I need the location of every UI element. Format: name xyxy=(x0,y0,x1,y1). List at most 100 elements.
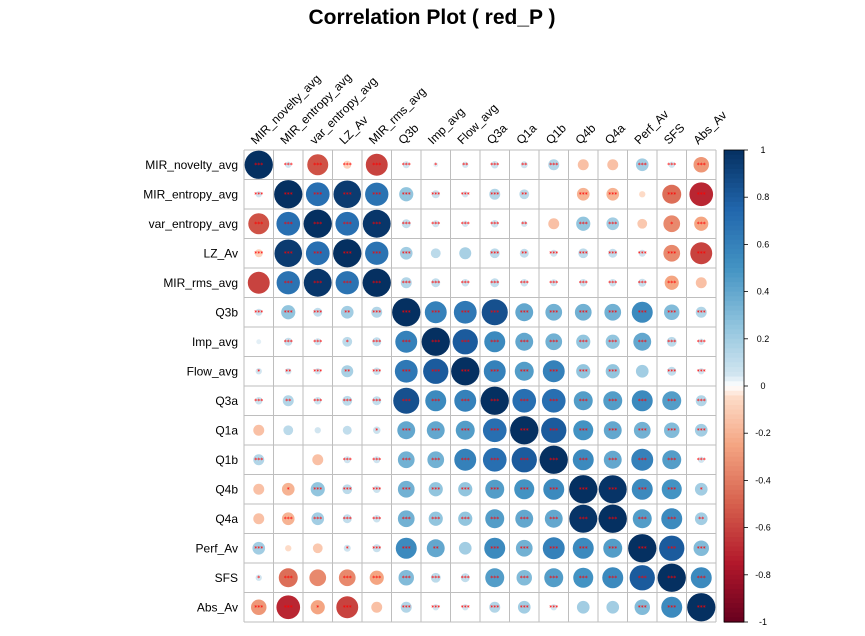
significance-label: *** xyxy=(520,398,529,405)
colorbar-band xyxy=(724,282,744,288)
correlation-circle xyxy=(598,504,627,533)
significance-label: *** xyxy=(313,250,322,257)
significance-label: *** xyxy=(638,457,647,464)
significance-label: *** xyxy=(461,191,470,198)
significance-label: *** xyxy=(638,162,647,169)
correlation-circle xyxy=(341,365,354,378)
correlation-circle xyxy=(550,249,558,257)
significance-label: *** xyxy=(667,427,676,434)
correlation-circle xyxy=(313,307,323,317)
significance-label: * xyxy=(316,604,319,611)
significance-label: *** xyxy=(549,486,558,493)
correlation-circle xyxy=(694,216,709,231)
correlation-circle xyxy=(491,220,499,228)
correlation-circle xyxy=(282,395,294,407)
colorbar-band xyxy=(724,508,744,515)
significance-label: *** xyxy=(638,250,647,257)
significance-label: *** xyxy=(313,486,322,493)
correlation-circle xyxy=(400,601,412,613)
significance-label: ** xyxy=(285,368,291,375)
significance-label: * xyxy=(434,162,437,169)
significance-label: * xyxy=(257,575,260,582)
correlation-circle xyxy=(664,304,680,320)
correlation-circle xyxy=(539,445,568,474)
row-label: Q3b xyxy=(215,305,238,319)
significance-label: *** xyxy=(402,516,411,523)
row-label: LZ_Av xyxy=(204,246,238,260)
correlation-circle xyxy=(373,485,381,493)
significance-label: *** xyxy=(608,280,617,287)
correlation-circle xyxy=(455,420,475,440)
colorbar-band xyxy=(724,301,744,307)
significance-label: *** xyxy=(461,398,470,405)
correlation-circle xyxy=(428,511,443,526)
correlation-circle xyxy=(573,391,593,411)
correlation-circle xyxy=(399,187,414,202)
significance-label: *** xyxy=(372,162,381,169)
significance-label: *** xyxy=(667,368,676,375)
significance-label: *** xyxy=(402,575,411,582)
significance-label: *** xyxy=(490,191,499,198)
colorbar-band xyxy=(724,395,744,401)
correlation-circle xyxy=(462,220,469,227)
significance-label: *** xyxy=(579,486,588,493)
correlation-circle xyxy=(371,306,383,318)
significance-label: *** xyxy=(372,545,381,552)
significance-label: ** xyxy=(521,221,527,228)
significance-label: *** xyxy=(254,191,263,198)
significance-label: ** xyxy=(521,162,527,169)
colorbar-band xyxy=(724,268,744,274)
row-label: Q1b xyxy=(215,453,238,467)
colorbar-band xyxy=(724,423,744,430)
significance-label: *** xyxy=(608,250,617,257)
correlation-circle xyxy=(661,596,683,618)
colorbar-band xyxy=(724,338,744,345)
correlation-circle xyxy=(516,570,532,586)
significance-label: *** xyxy=(697,575,706,582)
significance-label: *** xyxy=(638,309,647,316)
correlation-circle xyxy=(485,568,505,588)
significance-label: *** xyxy=(490,604,499,611)
column-label: SFS xyxy=(661,121,687,147)
significance-label: *** xyxy=(343,604,352,611)
correlation-circle xyxy=(343,160,352,169)
significance-label: *** xyxy=(638,575,647,582)
significance-label: ** xyxy=(344,309,350,316)
significance-label: *** xyxy=(490,427,499,434)
correlation-circle xyxy=(397,480,415,498)
significance-label: *** xyxy=(638,398,647,405)
significance-label: *** xyxy=(402,604,411,611)
row-label: SFS xyxy=(215,571,238,585)
significance-label: *** xyxy=(579,191,588,198)
correlation-circle xyxy=(606,600,620,614)
significance-label: *** xyxy=(520,457,529,464)
colorbar-band xyxy=(724,546,744,552)
correlation-circle xyxy=(542,360,565,383)
correlation-circle xyxy=(255,397,263,405)
correlation-circle xyxy=(462,604,469,611)
correlation-circle xyxy=(458,511,473,526)
row-label: Flow_avg xyxy=(187,364,238,378)
correlation-circle xyxy=(603,538,623,558)
correlation-circle xyxy=(605,334,620,349)
significance-label: *** xyxy=(549,545,558,552)
correlation-circle xyxy=(629,565,655,591)
correlation-circle xyxy=(609,279,617,287)
colorbar-band xyxy=(724,532,744,538)
colorbar-band xyxy=(724,154,744,161)
correlation-circle xyxy=(662,450,682,470)
significance-label: *** xyxy=(313,309,322,316)
significance-label: * xyxy=(287,486,290,493)
significance-label: *** xyxy=(402,368,411,375)
correlation-circle xyxy=(393,387,420,414)
correlation-circle xyxy=(689,182,714,207)
correlation-circle xyxy=(432,604,439,611)
significance-label: *** xyxy=(697,604,706,611)
significance-label: *** xyxy=(343,398,352,405)
colorbar-band xyxy=(724,348,744,354)
significance-label: *** xyxy=(549,575,558,582)
significance-label: *** xyxy=(461,339,470,346)
significance-label: *** xyxy=(343,457,352,464)
significance-label: *** xyxy=(667,398,676,405)
significance-label: * xyxy=(257,368,260,375)
